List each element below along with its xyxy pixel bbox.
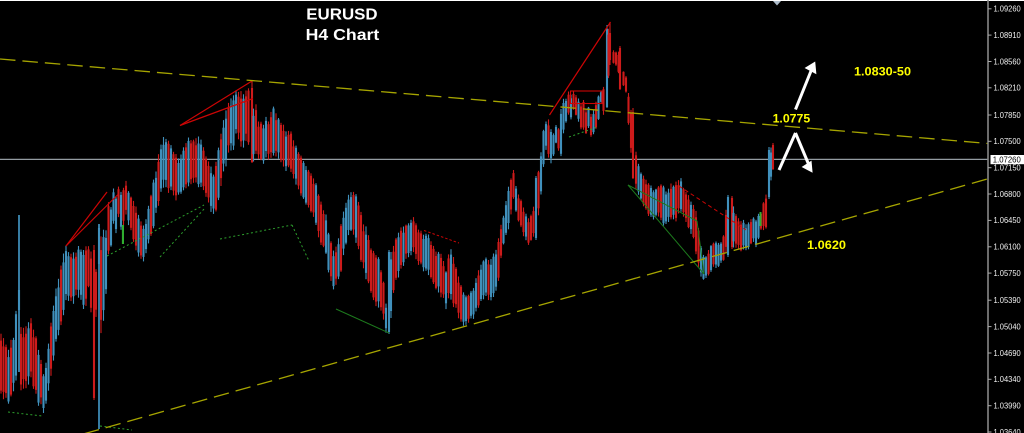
svg-text:1.09260: 1.09260: [994, 4, 1021, 14]
svg-text:1.05390: 1.05390: [994, 295, 1021, 305]
svg-text:1.06100: 1.06100: [994, 242, 1021, 252]
svg-text:1.07260: 1.07260: [993, 155, 1021, 165]
svg-text:1.06450: 1.06450: [994, 215, 1021, 225]
svg-text:1.06800: 1.06800: [994, 189, 1021, 199]
svg-text:1.0620: 1.0620: [807, 238, 846, 252]
svg-text:1.04690: 1.04690: [994, 348, 1021, 358]
svg-text:1.0775: 1.0775: [773, 112, 811, 126]
svg-text:1.08910: 1.08910: [994, 30, 1021, 40]
svg-text:1.08210: 1.08210: [994, 83, 1021, 93]
svg-text:1.03640: 1.03640: [994, 427, 1021, 433]
svg-text:1.07500: 1.07500: [994, 136, 1021, 146]
svg-text:1.0830-50: 1.0830-50: [854, 65, 911, 79]
svg-text:1.07850: 1.07850: [994, 110, 1021, 120]
svg-text:1.04340: 1.04340: [994, 374, 1021, 384]
svg-text:1.08560: 1.08560: [994, 56, 1021, 66]
svg-text:1.03990: 1.03990: [994, 401, 1021, 411]
svg-text:1.05040: 1.05040: [994, 321, 1021, 331]
svg-text:1.07150: 1.07150: [994, 163, 1021, 173]
svg-text:1.05750: 1.05750: [994, 268, 1021, 278]
svg-text:EURUSD: EURUSD: [306, 6, 377, 23]
svg-text:H4 Chart: H4 Chart: [306, 27, 380, 44]
